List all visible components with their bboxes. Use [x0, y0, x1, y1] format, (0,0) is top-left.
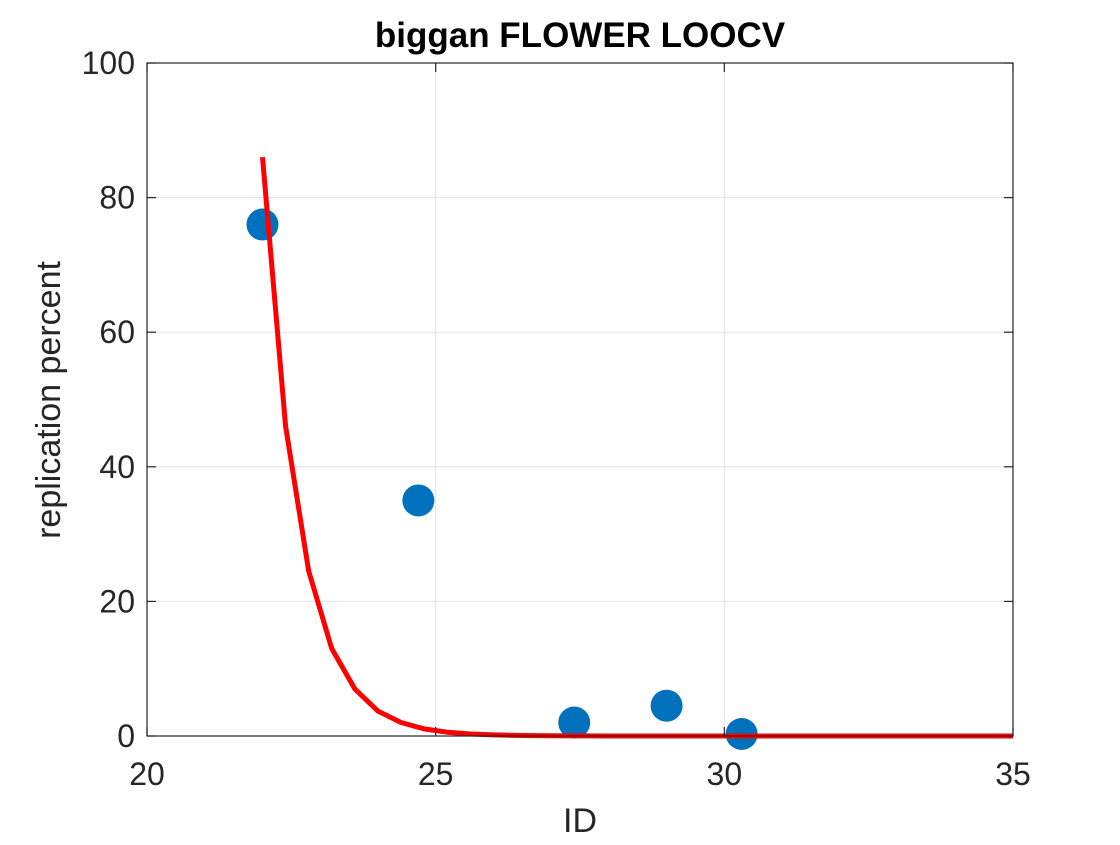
x-tick-label: 20 — [129, 756, 165, 792]
y-tick-label: 20 — [99, 583, 135, 619]
scatter-point — [650, 689, 683, 722]
y-tick-label: 100 — [82, 45, 135, 81]
chart-title: biggan FLOWER LOOCV — [375, 16, 786, 55]
plot-area-frame — [146, 62, 1014, 737]
y-axis-label: replication percent — [30, 261, 68, 539]
y-tick-label: 40 — [99, 449, 135, 485]
y-tick-label: 0 — [117, 718, 135, 754]
scatter-point — [402, 484, 435, 517]
x-tick-label: 25 — [418, 756, 454, 792]
x-axis-label: ID — [563, 802, 597, 840]
y-tick-label: 80 — [99, 180, 135, 216]
plot-area-background — [147, 63, 1013, 736]
x-tick-label: 35 — [995, 756, 1031, 792]
x-tick-label: 30 — [707, 756, 743, 792]
y-tick-label: 60 — [99, 314, 135, 350]
scatter-point — [558, 706, 591, 739]
scatter-point — [246, 208, 279, 241]
